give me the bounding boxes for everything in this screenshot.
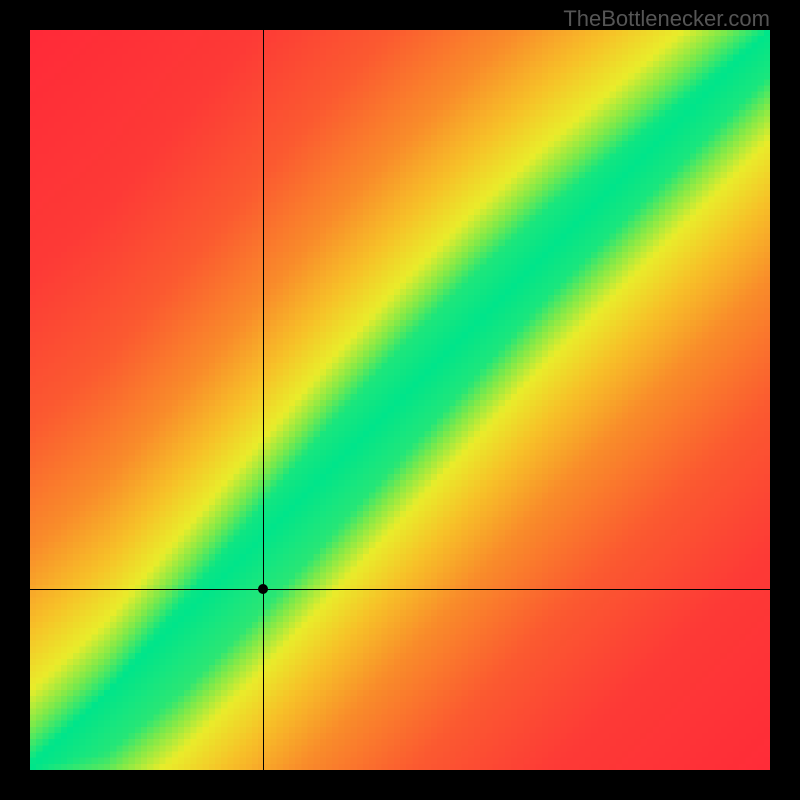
heatmap-canvas <box>30 30 770 770</box>
crosshair-vertical <box>263 30 264 770</box>
crosshair-horizontal <box>30 589 770 590</box>
marker-dot <box>258 584 268 594</box>
watermark-text: TheBottlenecker.com <box>563 6 770 32</box>
heatmap-plot-area <box>30 30 770 770</box>
